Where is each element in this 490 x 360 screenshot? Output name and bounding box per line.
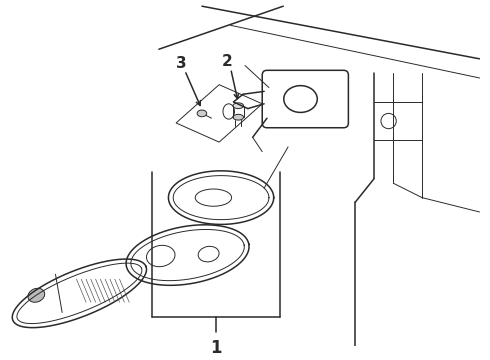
Text: 1: 1 xyxy=(211,339,222,357)
Ellipse shape xyxy=(233,103,244,109)
Ellipse shape xyxy=(28,288,45,302)
Ellipse shape xyxy=(197,110,207,117)
Ellipse shape xyxy=(233,114,244,120)
Text: 2: 2 xyxy=(221,54,232,69)
Text: 3: 3 xyxy=(175,56,186,71)
